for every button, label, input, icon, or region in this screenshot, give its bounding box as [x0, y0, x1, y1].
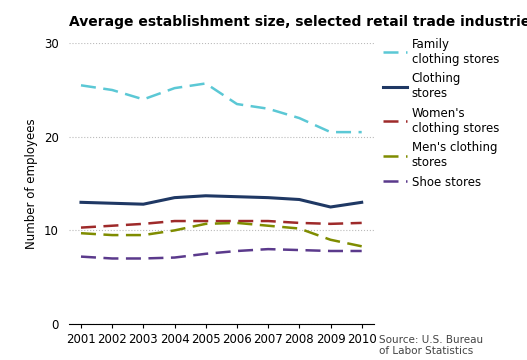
Text: Source: U.S. Bureau
of Labor Statistics: Source: U.S. Bureau of Labor Statistics	[379, 335, 484, 356]
Text: Average establishment size, selected retail trade industries, 2001–2010: Average establishment size, selected ret…	[69, 15, 527, 29]
Legend: Family
clothing stores, Clothing
stores, Women's
clothing stores, Men's clothing: Family clothing stores, Clothing stores,…	[383, 37, 499, 189]
Y-axis label: Number of employees: Number of employees	[25, 118, 38, 249]
